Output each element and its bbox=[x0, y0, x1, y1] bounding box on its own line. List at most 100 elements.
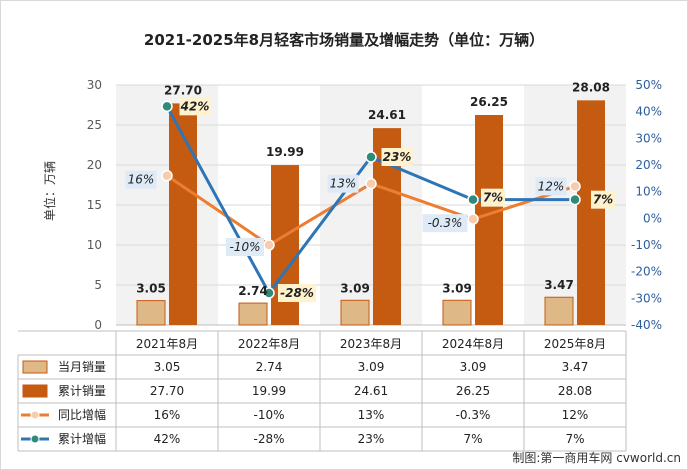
bar-monthly-label: 3.09 bbox=[340, 281, 370, 295]
y-tick-label: 30 bbox=[87, 78, 102, 92]
table-cell: 13% bbox=[358, 408, 385, 422]
table-cell: -0.3% bbox=[456, 408, 491, 422]
table-cell: 7% bbox=[565, 432, 584, 446]
point-cumulative-growth bbox=[569, 193, 581, 206]
bar-monthly-label: 3.47 bbox=[544, 278, 574, 292]
table-cell: 2.74 bbox=[256, 360, 283, 374]
x-tick-label: 2021年8月 bbox=[136, 337, 198, 351]
table-cell: -10% bbox=[253, 408, 284, 422]
label-cumulative-growth: 23% bbox=[383, 150, 412, 164]
data-labels: 3.05 27.70 2.74 19.99 3.09 24.61 3.09 26.25 3.47… bbox=[125, 80, 615, 302]
y-tick-label: 10 bbox=[87, 238, 102, 252]
bar-cumulative bbox=[577, 100, 605, 325]
table-cell: 42% bbox=[154, 432, 181, 446]
y-tick-label: 20 bbox=[87, 158, 102, 172]
point-cumulative-growth bbox=[263, 287, 275, 299]
table-cell: 19.99 bbox=[252, 384, 286, 398]
table-cell: 26.25 bbox=[456, 384, 490, 398]
y2-tick-label: 50% bbox=[635, 78, 662, 92]
legend-swatch bbox=[22, 360, 48, 374]
bar-monthly bbox=[238, 302, 268, 326]
lines bbox=[161, 100, 581, 299]
label-cumulative-growth-box bbox=[591, 190, 615, 209]
label-cumulative-growth: 42% bbox=[180, 99, 210, 113]
label-cumulative-growth-box bbox=[481, 188, 505, 207]
bar-monthly-label: 3.05 bbox=[136, 282, 166, 296]
credit-text: 制图:第一商用车网 cvworld.cn bbox=[512, 450, 681, 465]
label-yoy-growth-box bbox=[422, 214, 468, 233]
legend-swatch bbox=[22, 384, 48, 398]
bar-cumulative-label: 28.08 bbox=[572, 80, 610, 94]
table-cell: 7% bbox=[463, 432, 482, 446]
y-tick-label: 5 bbox=[94, 278, 102, 292]
table-cell: 3.05 bbox=[154, 360, 181, 374]
bar-cumulative bbox=[475, 115, 503, 325]
label-cumulative-growth: -28% bbox=[280, 286, 314, 300]
label-yoy-growth-box bbox=[125, 170, 157, 189]
table-cell: 12% bbox=[562, 408, 589, 422]
point-yoy-growth bbox=[569, 180, 581, 193]
y-tick-label: 25 bbox=[87, 118, 102, 132]
point-cumulative-growth bbox=[365, 151, 377, 163]
x-tick-label: 2023年8月 bbox=[340, 337, 402, 351]
bars bbox=[136, 100, 605, 326]
label-yoy-growth: 13% bbox=[330, 177, 357, 191]
bar-cumulative-label: 27.70 bbox=[164, 83, 202, 97]
bar-monthly bbox=[544, 296, 574, 326]
legend-entry: 累计增幅 bbox=[58, 431, 106, 446]
axis-ticks: 0 5 10 15 20 25 30 -40% -30% -20% -10% 0% 10% 20% 30% 4… bbox=[87, 78, 662, 332]
bar-monthly bbox=[442, 299, 472, 326]
label-cumulative-growth: 7% bbox=[483, 191, 503, 205]
table-cell: 3.47 bbox=[562, 360, 589, 374]
y-tick-label: 15 bbox=[87, 198, 102, 212]
y2-tick-label: 0% bbox=[643, 211, 662, 225]
table-cell: -28% bbox=[253, 432, 284, 446]
table-cell: 24.61 bbox=[354, 384, 388, 398]
table-cell: 16% bbox=[154, 408, 181, 422]
y2-tick-label: 40% bbox=[635, 105, 662, 119]
x-tick-label: 2025年8月 bbox=[544, 337, 606, 351]
y-axis-label: 单位：万辆 bbox=[42, 161, 57, 221]
label-yoy-growth-box bbox=[226, 238, 264, 256]
legend-marker bbox=[30, 434, 40, 444]
point-cumulative-growth bbox=[161, 100, 173, 113]
bar-cumulative-label: 19.99 bbox=[266, 145, 304, 159]
label-yoy-growth: -0.3% bbox=[428, 216, 463, 230]
y2-tick-label: -10% bbox=[631, 238, 662, 252]
point-yoy-growth bbox=[365, 177, 377, 190]
chart-title: 2021-2025年8月轻客市场销量及增幅走势（单位：万辆） bbox=[144, 31, 544, 49]
point-yoy-growth bbox=[263, 239, 275, 251]
bar-monthly-label: 3.09 bbox=[442, 281, 472, 295]
label-cumulative-growth-box bbox=[179, 97, 211, 116]
y2-tick-label: 10% bbox=[635, 185, 662, 199]
table-cell: 28.08 bbox=[558, 384, 592, 398]
label-yoy-growth: 12% bbox=[538, 179, 565, 193]
label-cumulative-growth-box bbox=[278, 284, 316, 302]
y2-tick-label: 20% bbox=[635, 158, 662, 172]
y-tick-label: 0 bbox=[94, 318, 102, 332]
bar-cumulative bbox=[169, 103, 197, 326]
y2-tick-label: -20% bbox=[631, 265, 662, 279]
point-yoy-growth bbox=[161, 169, 173, 182]
bar-monthly bbox=[340, 299, 370, 326]
x-tick-label: 2022年8月 bbox=[238, 337, 300, 351]
label-yoy-growth-box bbox=[327, 174, 359, 193]
label-yoy-growth: -10% bbox=[229, 240, 260, 254]
bar-monthly-label: 2.74 bbox=[238, 284, 268, 298]
y2-tick-label: -40% bbox=[631, 318, 662, 332]
table-cell: 27.70 bbox=[150, 384, 184, 398]
x-tick-label: 2024年8月 bbox=[442, 337, 504, 351]
label-yoy-growth: 16% bbox=[128, 173, 155, 187]
label-cumulative-growth: 7% bbox=[593, 193, 613, 207]
label-cumulative-growth-box bbox=[381, 148, 413, 166]
point-yoy-growth bbox=[467, 213, 479, 225]
table-cell: 3.09 bbox=[460, 360, 487, 374]
table-cell: 3.09 bbox=[358, 360, 385, 374]
legend-entry: 当月销量 bbox=[58, 360, 106, 374]
label-yoy-growth-box bbox=[535, 177, 567, 196]
bar-cumulative-label: 26.25 bbox=[470, 95, 508, 109]
table-cell: 23% bbox=[358, 432, 385, 446]
